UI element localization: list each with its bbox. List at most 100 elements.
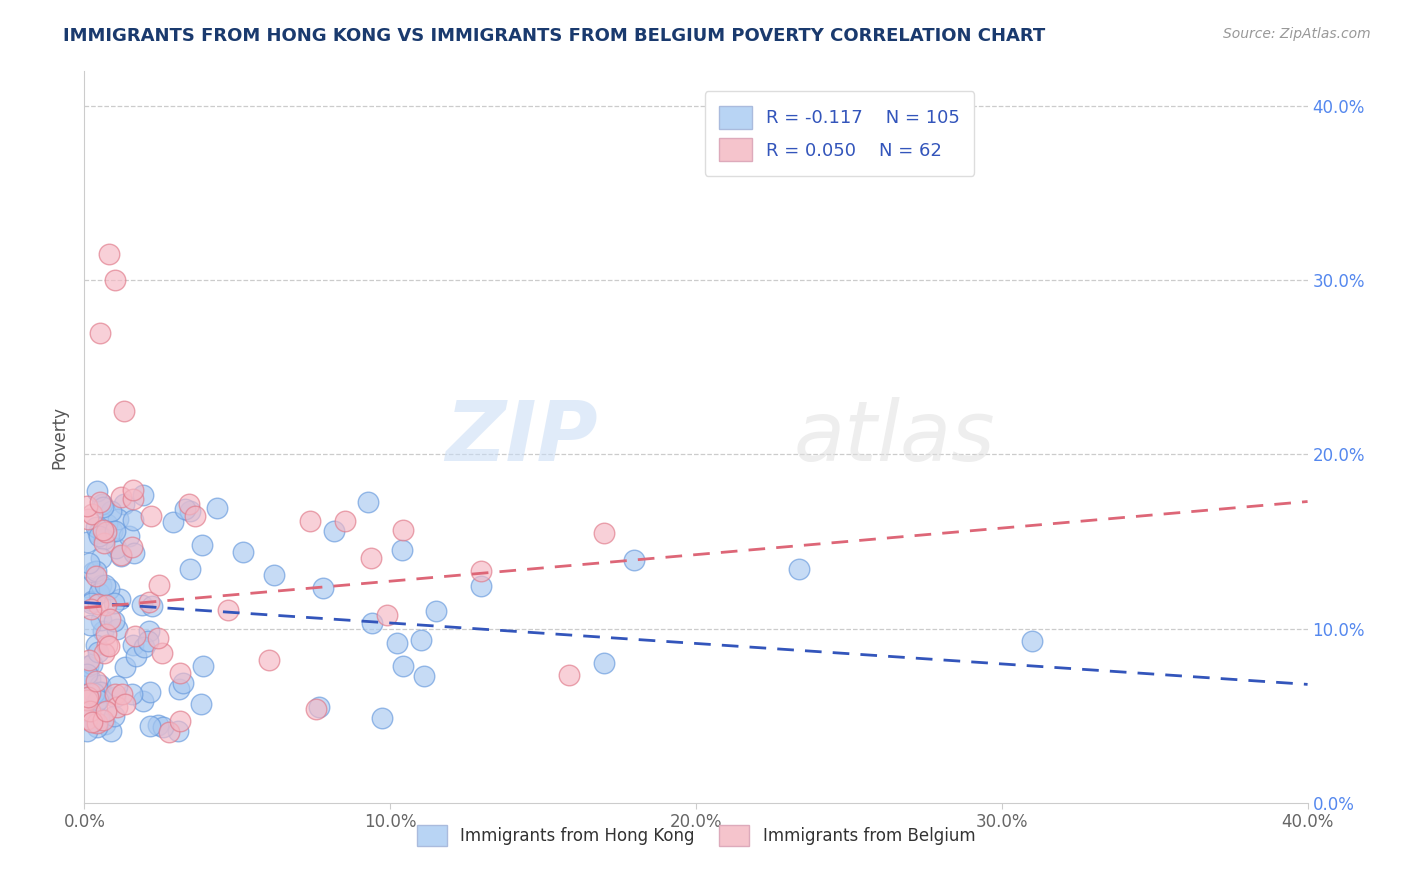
Point bbox=[132, 694, 155, 708]
Point bbox=[104, 541, 127, 555]
Point bbox=[104, 273, 127, 287]
Point bbox=[91, 624, 114, 638]
Point bbox=[104, 524, 127, 538]
Point bbox=[139, 719, 162, 733]
Point bbox=[391, 542, 413, 557]
Point bbox=[90, 550, 112, 565]
Point bbox=[114, 660, 136, 674]
Point bbox=[146, 631, 169, 645]
Point bbox=[190, 697, 212, 711]
Point bbox=[96, 638, 118, 652]
Point bbox=[152, 720, 174, 734]
Point bbox=[110, 549, 132, 563]
Point bbox=[308, 700, 330, 714]
Point bbox=[84, 673, 107, 688]
Point bbox=[789, 562, 811, 576]
Point bbox=[97, 247, 120, 261]
Point bbox=[112, 404, 135, 418]
Point bbox=[80, 714, 103, 729]
Point bbox=[357, 495, 380, 509]
Point bbox=[83, 686, 105, 700]
Point bbox=[139, 509, 162, 524]
Point bbox=[141, 599, 163, 613]
Point bbox=[91, 497, 114, 511]
Point bbox=[76, 667, 98, 681]
Point bbox=[169, 714, 191, 729]
Point bbox=[77, 653, 100, 667]
Point bbox=[114, 697, 136, 711]
Point bbox=[79, 686, 101, 700]
Point bbox=[76, 512, 98, 526]
Point bbox=[121, 687, 143, 701]
Point bbox=[179, 562, 201, 576]
Point bbox=[470, 579, 492, 593]
Point bbox=[298, 514, 321, 528]
Point bbox=[76, 713, 98, 727]
Point bbox=[412, 669, 434, 683]
Point bbox=[377, 607, 399, 622]
Point bbox=[84, 638, 107, 652]
Point bbox=[89, 678, 111, 692]
Point bbox=[82, 657, 104, 672]
Point bbox=[425, 604, 447, 618]
Point bbox=[333, 514, 356, 528]
Point bbox=[470, 564, 492, 578]
Point bbox=[305, 702, 328, 716]
Point bbox=[84, 695, 107, 709]
Point bbox=[80, 596, 103, 610]
Point bbox=[76, 712, 98, 726]
Point bbox=[172, 676, 194, 690]
Point bbox=[91, 500, 114, 515]
Point bbox=[93, 646, 115, 660]
Point bbox=[84, 520, 107, 534]
Point bbox=[94, 627, 117, 641]
Point bbox=[312, 581, 335, 595]
Point bbox=[104, 687, 127, 701]
Point bbox=[80, 594, 103, 608]
Point bbox=[623, 552, 645, 566]
Point bbox=[139, 685, 162, 699]
Point bbox=[385, 636, 408, 650]
Point bbox=[84, 564, 107, 578]
Point bbox=[112, 496, 135, 510]
Point bbox=[124, 629, 146, 643]
Point bbox=[138, 624, 160, 639]
Point bbox=[371, 711, 394, 725]
Point bbox=[104, 690, 127, 704]
Point bbox=[108, 592, 131, 607]
Point bbox=[76, 659, 98, 673]
Point bbox=[90, 578, 112, 592]
Text: ZIP: ZIP bbox=[446, 397, 598, 477]
Point bbox=[94, 599, 117, 613]
Point bbox=[121, 491, 143, 506]
Point bbox=[77, 556, 100, 570]
Point bbox=[121, 540, 143, 554]
Point bbox=[96, 517, 118, 532]
Point bbox=[257, 653, 280, 667]
Point bbox=[76, 693, 98, 707]
Point bbox=[157, 724, 180, 739]
Y-axis label: Poverty: Poverty bbox=[51, 406, 69, 468]
Point bbox=[100, 724, 122, 739]
Point bbox=[87, 529, 110, 543]
Point bbox=[205, 501, 228, 516]
Point bbox=[91, 713, 114, 727]
Point bbox=[121, 513, 143, 527]
Point bbox=[76, 723, 98, 738]
Point bbox=[105, 700, 128, 714]
Point bbox=[103, 708, 125, 723]
Legend: Immigrants from Hong Kong, Immigrants from Belgium: Immigrants from Hong Kong, Immigrants fr… bbox=[411, 818, 981, 853]
Point bbox=[87, 693, 110, 707]
Point bbox=[80, 602, 103, 616]
Point bbox=[177, 497, 200, 511]
Point bbox=[107, 512, 129, 526]
Point bbox=[87, 645, 110, 659]
Point bbox=[98, 612, 121, 626]
Point bbox=[79, 704, 101, 718]
Point bbox=[76, 499, 98, 513]
Point bbox=[98, 582, 121, 597]
Point bbox=[360, 616, 382, 631]
Point bbox=[110, 490, 132, 504]
Point bbox=[323, 524, 346, 539]
Point bbox=[191, 658, 214, 673]
